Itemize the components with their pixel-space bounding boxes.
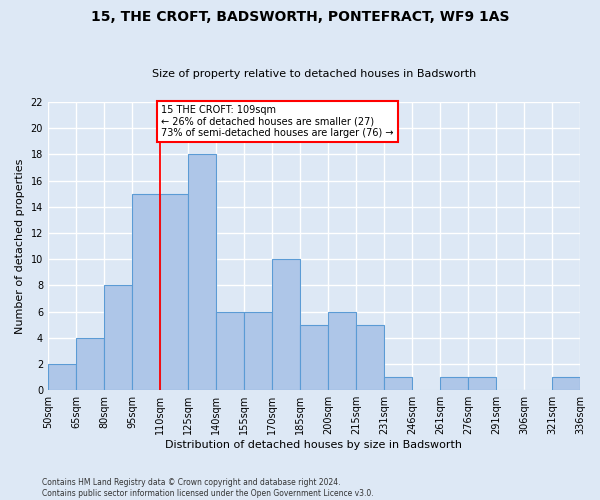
Bar: [440, 377, 468, 390]
Bar: [188, 154, 216, 390]
Bar: [552, 377, 580, 390]
Bar: [48, 364, 76, 390]
Text: 15, THE CROFT, BADSWORTH, PONTEFRACT, WF9 1AS: 15, THE CROFT, BADSWORTH, PONTEFRACT, WF…: [91, 10, 509, 24]
Bar: [132, 194, 160, 390]
Bar: [468, 377, 496, 390]
Bar: [300, 324, 328, 390]
Bar: [160, 194, 188, 390]
Bar: [244, 312, 272, 390]
Bar: [216, 312, 244, 390]
X-axis label: Distribution of detached houses by size in Badsworth: Distribution of detached houses by size …: [166, 440, 463, 450]
Text: Contains HM Land Registry data © Crown copyright and database right 2024.
Contai: Contains HM Land Registry data © Crown c…: [42, 478, 374, 498]
Bar: [104, 286, 132, 390]
Text: 15 THE CROFT: 109sqm
← 26% of detached houses are smaller (27)
73% of semi-detac: 15 THE CROFT: 109sqm ← 26% of detached h…: [161, 104, 394, 138]
Bar: [384, 377, 412, 390]
Bar: [76, 338, 104, 390]
Bar: [328, 312, 356, 390]
Title: Size of property relative to detached houses in Badsworth: Size of property relative to detached ho…: [152, 69, 476, 79]
Bar: [272, 259, 300, 390]
Y-axis label: Number of detached properties: Number of detached properties: [15, 158, 25, 334]
Bar: [356, 324, 384, 390]
